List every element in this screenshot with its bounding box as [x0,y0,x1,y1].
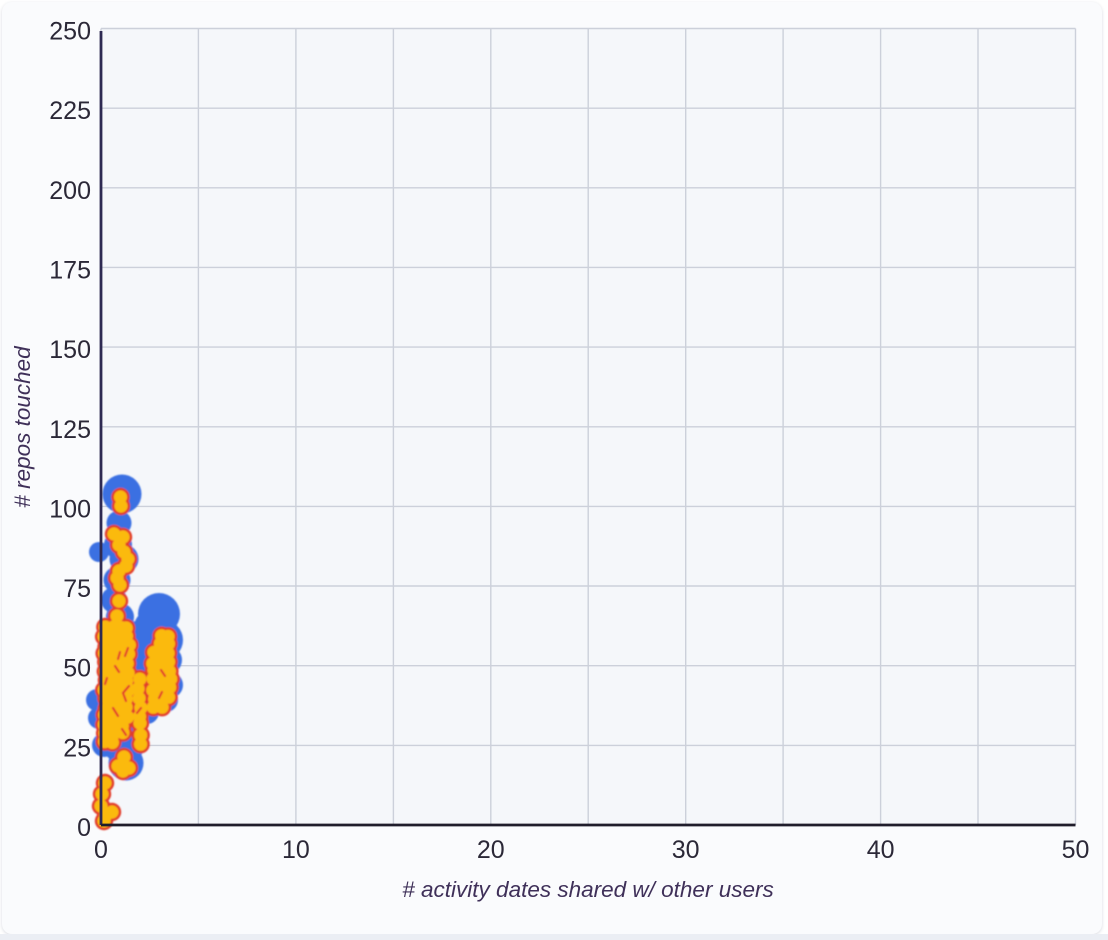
svg-text:225: 225 [49,97,91,125]
svg-text:100: 100 [49,495,91,523]
svg-text:25: 25 [63,734,91,762]
svg-text:175: 175 [49,256,91,284]
svg-text:50: 50 [1062,836,1090,864]
svg-text:30: 30 [672,836,700,864]
svg-text:20: 20 [477,836,505,864]
svg-text:75: 75 [63,575,91,603]
svg-text:250: 250 [49,18,91,46]
svg-text:0: 0 [94,836,108,864]
svg-text:40: 40 [867,836,895,864]
svg-text:# activity dates shared w/ oth: # activity dates shared w/ other users [402,877,773,902]
svg-text:125: 125 [49,416,91,444]
svg-text:50: 50 [63,655,91,683]
svg-text:200: 200 [49,177,91,205]
svg-text:# repos touched: # repos touched [10,345,35,508]
svg-text:150: 150 [49,336,91,364]
svg-text:10: 10 [282,836,310,864]
svg-text:0: 0 [77,814,91,842]
